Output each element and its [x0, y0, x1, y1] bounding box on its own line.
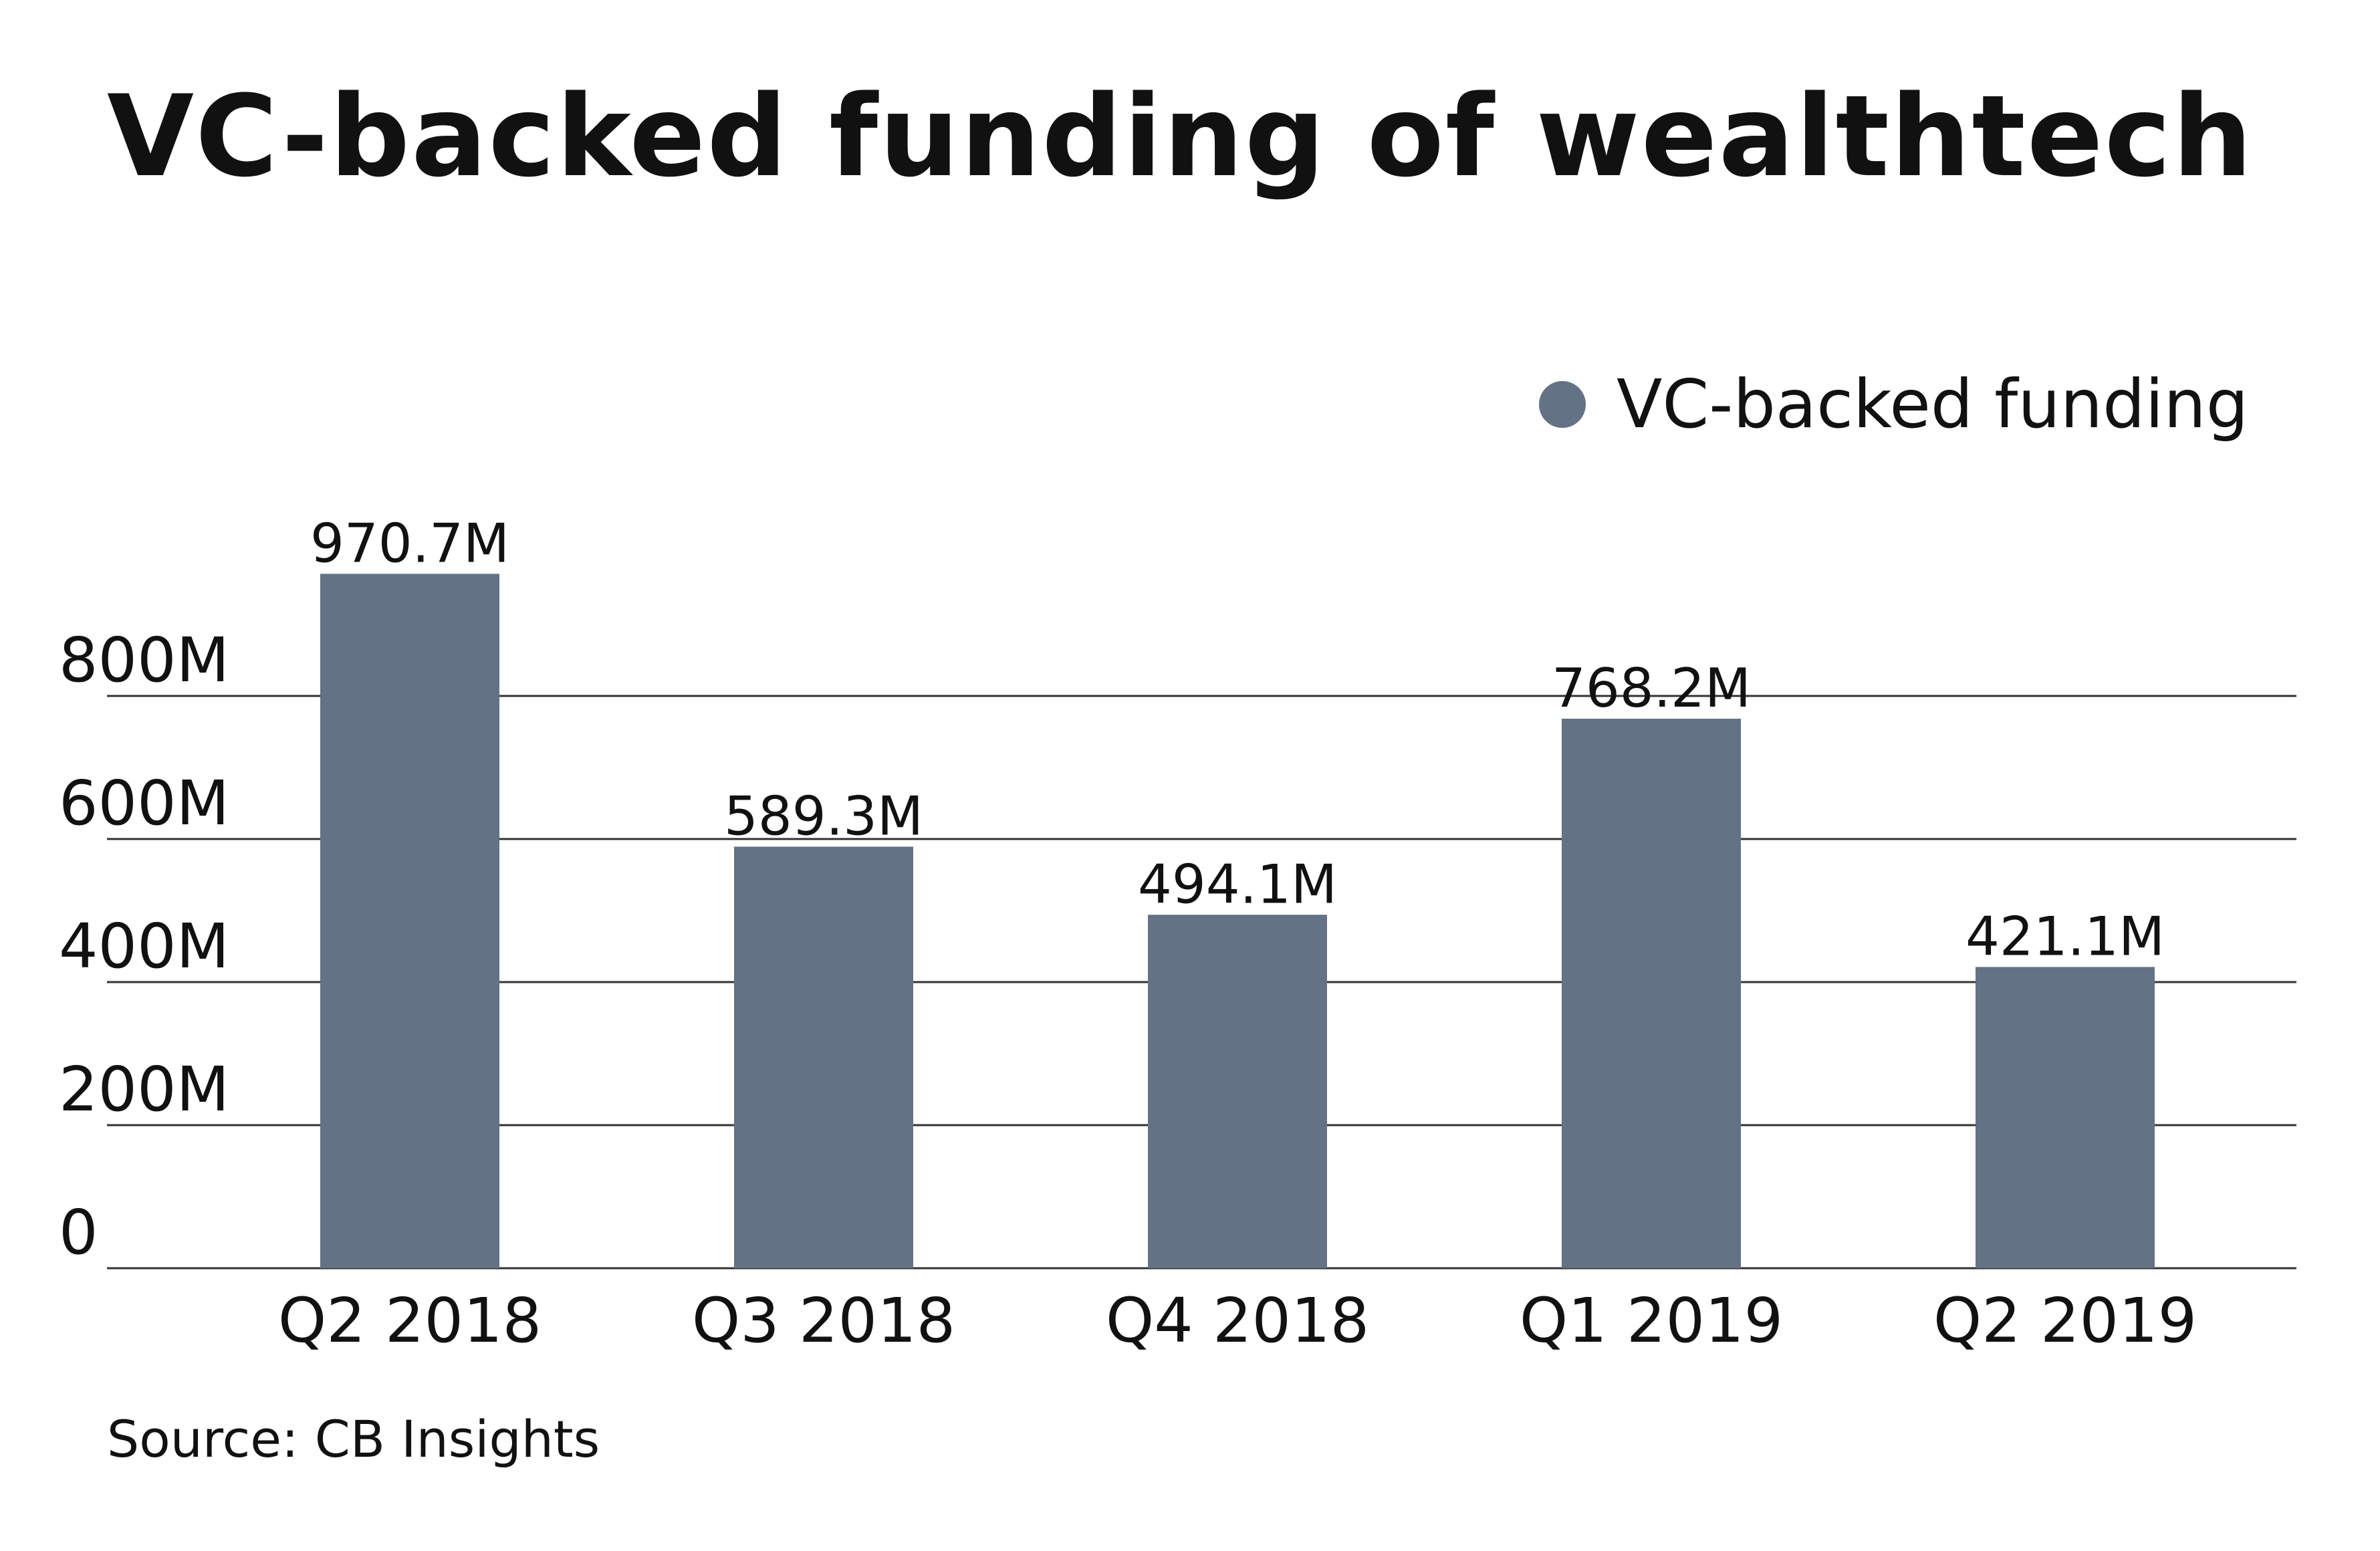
bar: [734, 846, 913, 1268]
x-tick-label: Q2 2019: [1933, 1285, 2197, 1356]
data-labels: 970.7M 589.3M 494.1M 768.2M 421.1M: [310, 512, 2165, 967]
data-label: 768.2M: [1552, 657, 1751, 719]
legend-label: VC-backed funding: [1617, 365, 2249, 443]
legend: VC-backed funding: [1539, 371, 2248, 438]
bar: [1148, 915, 1327, 1268]
y-axis-tick-labels: 0 200M 400M 600M 800M: [59, 624, 229, 1268]
chart-title: VC-backed funding of wealthtech: [107, 71, 2254, 202]
x-tick-label: Q1 2019: [1520, 1285, 1783, 1356]
x-tick-label: Q3 2018: [692, 1285, 955, 1356]
data-label: 589.3M: [724, 785, 923, 847]
bars: [320, 574, 2155, 1268]
bar: [1976, 967, 2155, 1268]
y-tick-label: 200M: [59, 1054, 229, 1125]
y-tick-label: 600M: [59, 767, 229, 839]
data-label: 970.7M: [310, 512, 509, 574]
data-label: 421.1M: [1966, 905, 2165, 967]
x-tick-label: Q4 2018: [1106, 1285, 1369, 1356]
x-tick-label: Q2 2018: [278, 1285, 542, 1356]
source-note: Source: CB Insights: [107, 1409, 600, 1469]
bar: [1562, 719, 1741, 1268]
y-tick-label: 0: [59, 1197, 98, 1268]
legend-swatch-icon: [1539, 381, 1586, 428]
data-label: 494.1M: [1138, 853, 1337, 915]
x-axis-tick-labels: Q2 2018 Q3 2018 Q4 2018 Q1 2019 Q2 2019: [278, 1285, 2197, 1356]
bar: [320, 574, 499, 1268]
y-tick-label: 800M: [59, 624, 229, 696]
y-tick-label: 400M: [59, 911, 229, 982]
